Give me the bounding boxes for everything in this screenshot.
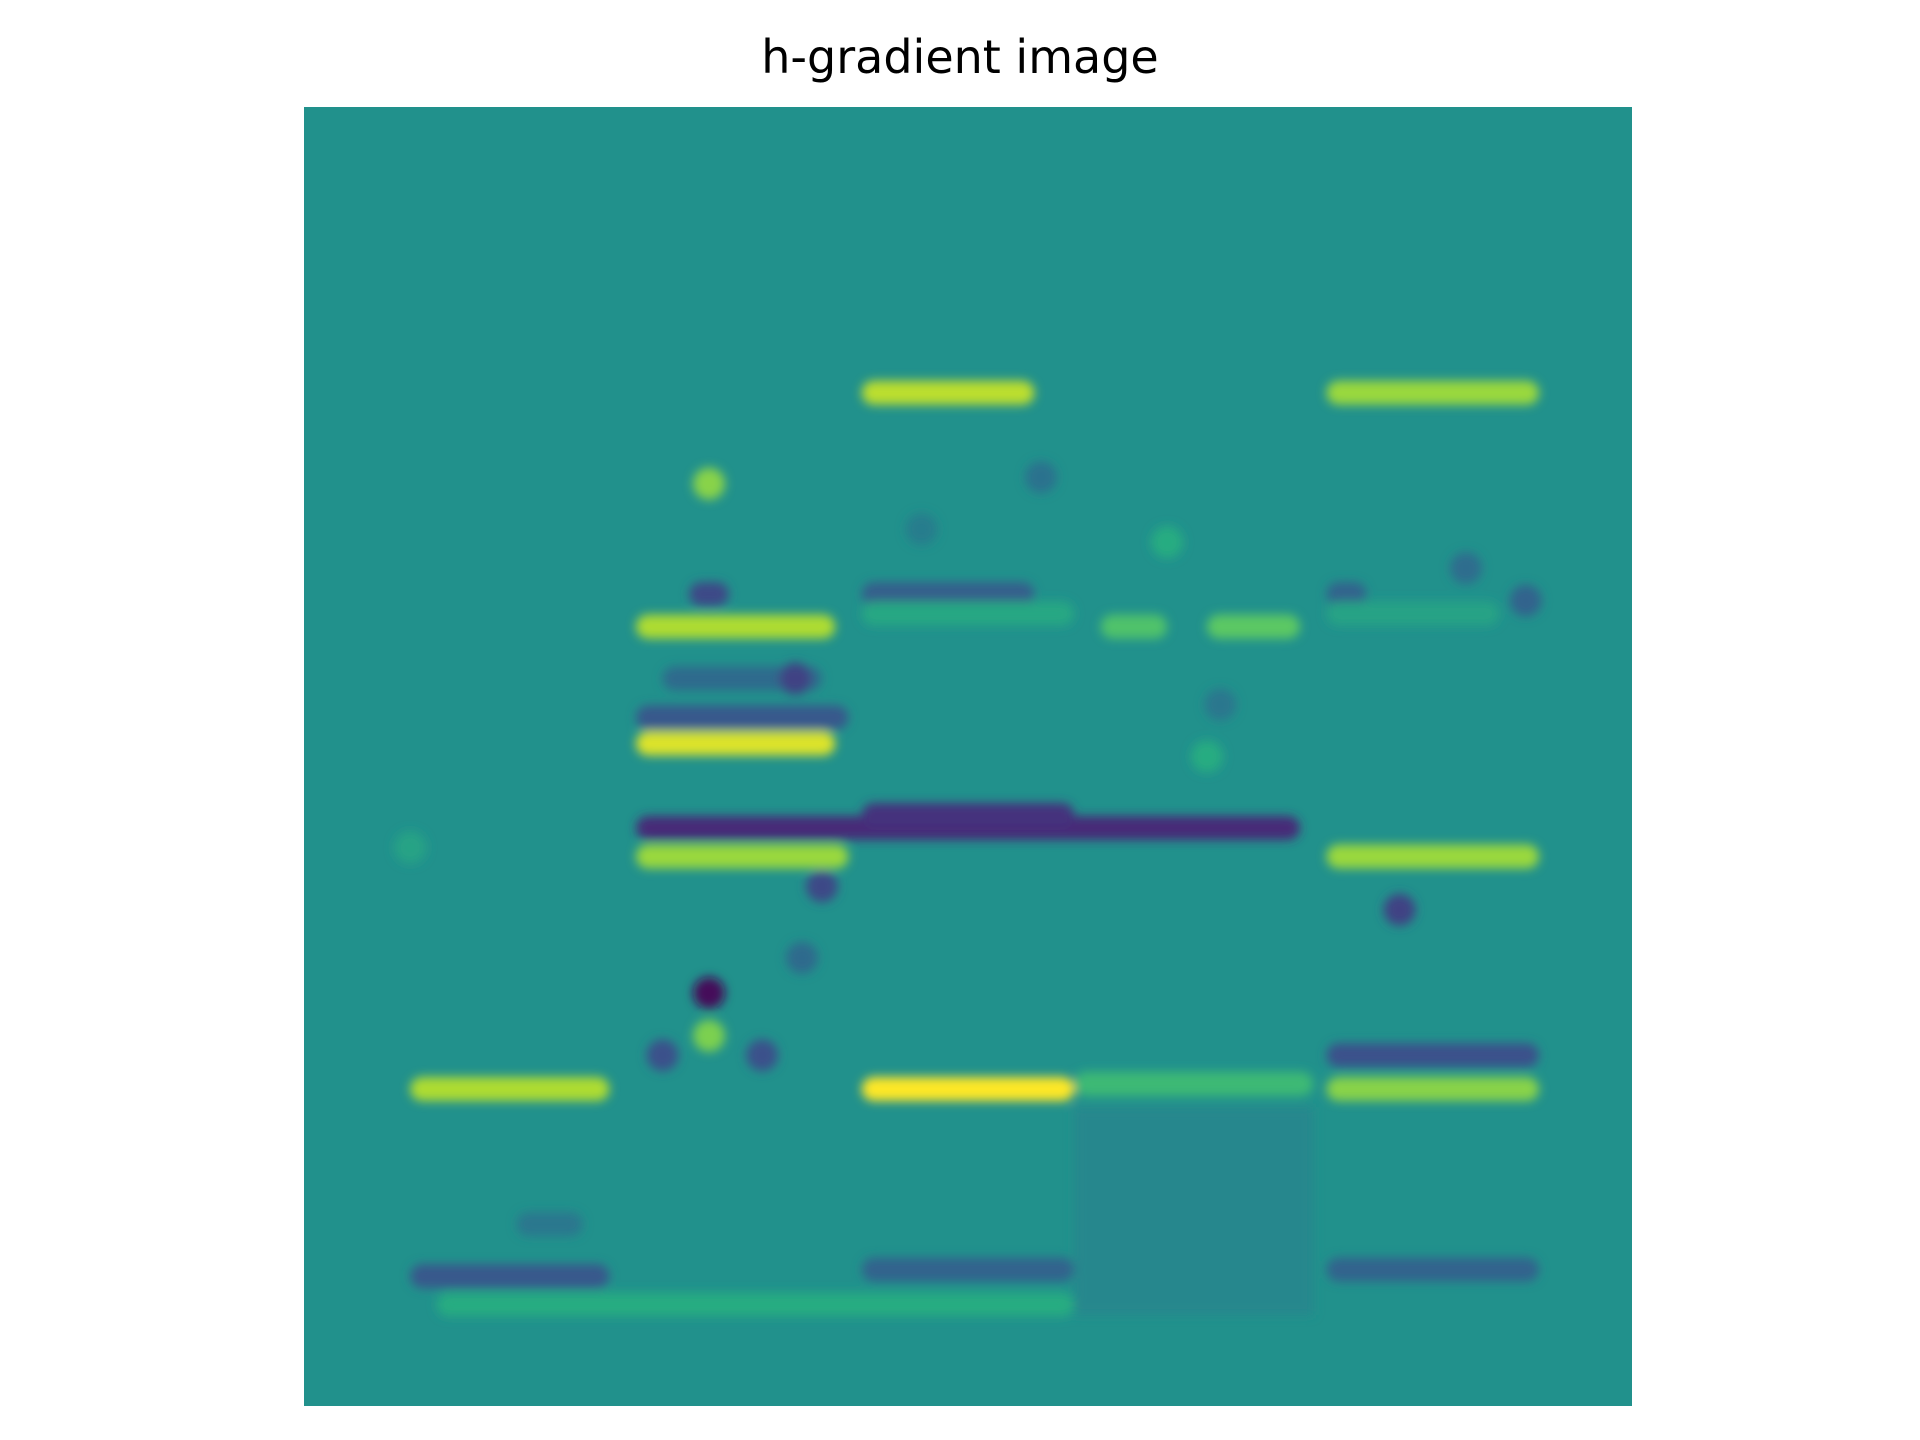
gradient-band: [1326, 1077, 1540, 1102]
gradient-band: [410, 1264, 610, 1289]
gradient-band: [1326, 582, 1367, 607]
gradient-band: [1326, 1257, 1540, 1282]
gradient-spot: [1509, 584, 1542, 617]
gradient-band: [861, 601, 1075, 626]
gradient-spot: [1450, 552, 1482, 585]
gradient-band: [1100, 614, 1168, 639]
gradient-spot: [1191, 740, 1224, 773]
gradient-band: [1326, 601, 1500, 626]
gradient-band: [1074, 1071, 1314, 1096]
gradient-spot: [779, 662, 812, 695]
gradient-band: [861, 1077, 1075, 1102]
gradient-band: [861, 802, 1075, 827]
gradient-band: [689, 582, 729, 607]
gradient-spot: [786, 941, 818, 974]
gradient-spot: [905, 513, 938, 546]
gradient-band: [636, 815, 1300, 840]
gradient-band: [861, 1257, 1075, 1282]
gradient-spot: [646, 1039, 679, 1072]
heatmap-background: [304, 107, 1632, 1406]
chart-title: h-gradient image: [761, 30, 1159, 84]
gradient-spot: [693, 976, 726, 1009]
gradient-spot: [693, 467, 726, 500]
gradient-spot: [1383, 893, 1416, 926]
gradient-spot: [1151, 526, 1184, 559]
gradient-band: [861, 582, 1035, 607]
gradient-spot: [746, 1039, 779, 1072]
gradient-band: [636, 844, 849, 869]
gradient-band: [636, 731, 836, 756]
gradient-band: [436, 1292, 1075, 1317]
gradient-band: [1326, 844, 1540, 869]
gradient-band: [636, 614, 836, 639]
gradient-band: [1207, 614, 1300, 639]
gradient-spot: [805, 870, 838, 903]
gradient-band: [410, 1077, 610, 1102]
heatmap-plot: [304, 107, 1632, 1406]
gradient-spot: [1025, 461, 1058, 494]
heatmap-features: [394, 380, 1542, 1317]
gradient-band: [861, 380, 1035, 405]
gradient-band: [636, 705, 849, 730]
gradient-spot: [1204, 688, 1237, 721]
gradient-band: [1326, 380, 1540, 405]
gradient-spot: [394, 831, 427, 864]
gradient-band: [516, 1212, 583, 1237]
gradient-band: [1074, 1107, 1314, 1316]
gradient-band: [1326, 1043, 1540, 1068]
gradient-spot: [693, 1019, 726, 1052]
